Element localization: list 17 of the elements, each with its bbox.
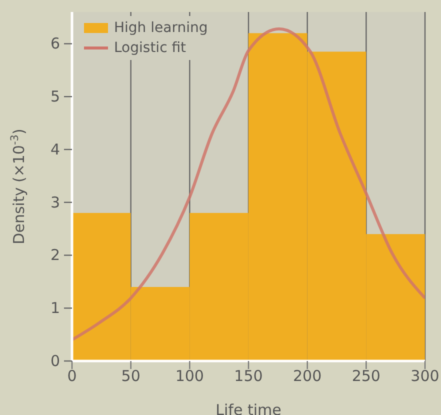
y-tick-label: 1	[50, 299, 60, 318]
x-tick-label: 0	[67, 367, 77, 385]
y-tick-label: 0	[50, 352, 60, 370]
x-tick-label: 300	[410, 367, 440, 385]
legend-label: High learning	[114, 19, 208, 38]
x-tick-label: 250	[352, 367, 380, 385]
x-tick-label: 200	[293, 367, 322, 385]
y-tick-label: 3	[50, 193, 60, 212]
y-tick-label: 6	[50, 34, 60, 53]
x-axis-title: Life time	[216, 401, 282, 415]
x-tick-label: 100	[175, 367, 204, 385]
y-tick-label: 5	[50, 88, 60, 106]
y-tick-label: 4	[50, 140, 60, 158]
legend-label: Logistic fit	[114, 39, 186, 58]
x-tick-label: 150	[234, 367, 263, 385]
x-tick-label: 50	[121, 367, 140, 385]
y-tick-label: 2	[50, 246, 60, 264]
